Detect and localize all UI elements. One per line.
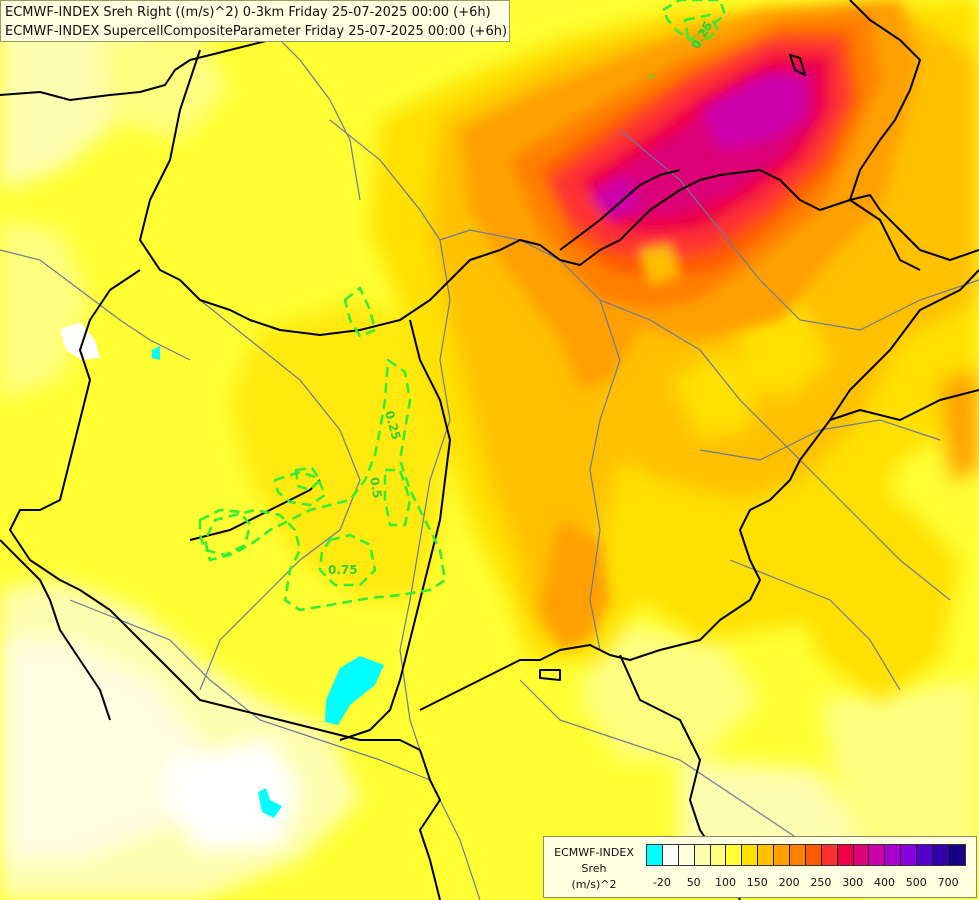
legend-variable: Sreh <box>581 862 607 875</box>
legend-tick: 700 <box>937 876 959 889</box>
white-pocket-west <box>60 322 100 360</box>
legend-tick: 50 <box>686 876 701 889</box>
legend-swatch <box>694 845 711 865</box>
legend-swatch <box>837 845 854 865</box>
legend-tick: 200 <box>778 876 800 889</box>
map-title-line-1: ECMWF-INDEX Sreh Right ((m/s)^2) 0-3km F… <box>5 5 491 20</box>
legend-swatch <box>790 845 806 865</box>
legend-swatch <box>948 845 965 865</box>
legend-tick: 100 <box>715 876 736 889</box>
legend-swatch <box>821 845 838 865</box>
legend-color-scale <box>646 844 966 866</box>
legend-swatch <box>853 845 870 865</box>
legend-tick-labels: -20 50 100 150 200 250 300 400 500 700 <box>640 876 970 890</box>
legend-tick: 150 <box>746 876 768 889</box>
legend-swatch <box>885 845 902 865</box>
legend-swatch <box>805 845 822 865</box>
legend-swatch <box>742 845 759 865</box>
cyan-pocket-west <box>152 346 160 360</box>
scp-contours <box>198 0 727 612</box>
legend-unit: (m/s)^2 <box>571 878 617 891</box>
legend-tick: 300 <box>842 876 864 889</box>
map-title-box: ECMWF-INDEX Sreh Right ((m/s)^2) 0-3km F… <box>0 0 510 42</box>
legend-swatch <box>647 845 663 865</box>
legend-swatch <box>901 845 918 865</box>
legend-tick: 500 <box>905 876 927 889</box>
legend-swatch <box>774 845 791 865</box>
legend-swatch <box>678 845 695 865</box>
legend-swatch <box>869 845 886 865</box>
legend-tick: 250 <box>810 876 832 889</box>
legend-swatch <box>710 845 727 865</box>
contour-label: 0.5 <box>367 476 384 499</box>
legend-swatch <box>933 845 949 865</box>
cyan-pocket-south <box>258 788 282 818</box>
color-legend: ECMWF-INDEX Sreh (m/s)^2 -20 50 100 150 200 2… <box>543 836 977 898</box>
legend-tick: 400 <box>874 876 895 889</box>
cyan-pocket-east <box>325 656 384 725</box>
legend-swatch <box>662 845 679 865</box>
map-title-line-2: ECMWF-INDEX SupercellCompositeParameter … <box>5 24 508 39</box>
legend-source: ECMWF-INDEX <box>554 846 634 859</box>
field-high-values <box>460 0 920 650</box>
legend-swatch <box>917 845 934 865</box>
contour-label: 0.75 <box>328 563 358 577</box>
legend-swatch <box>758 845 775 865</box>
legend-swatch <box>726 845 743 865</box>
legend-tick: -20 <box>652 876 671 889</box>
